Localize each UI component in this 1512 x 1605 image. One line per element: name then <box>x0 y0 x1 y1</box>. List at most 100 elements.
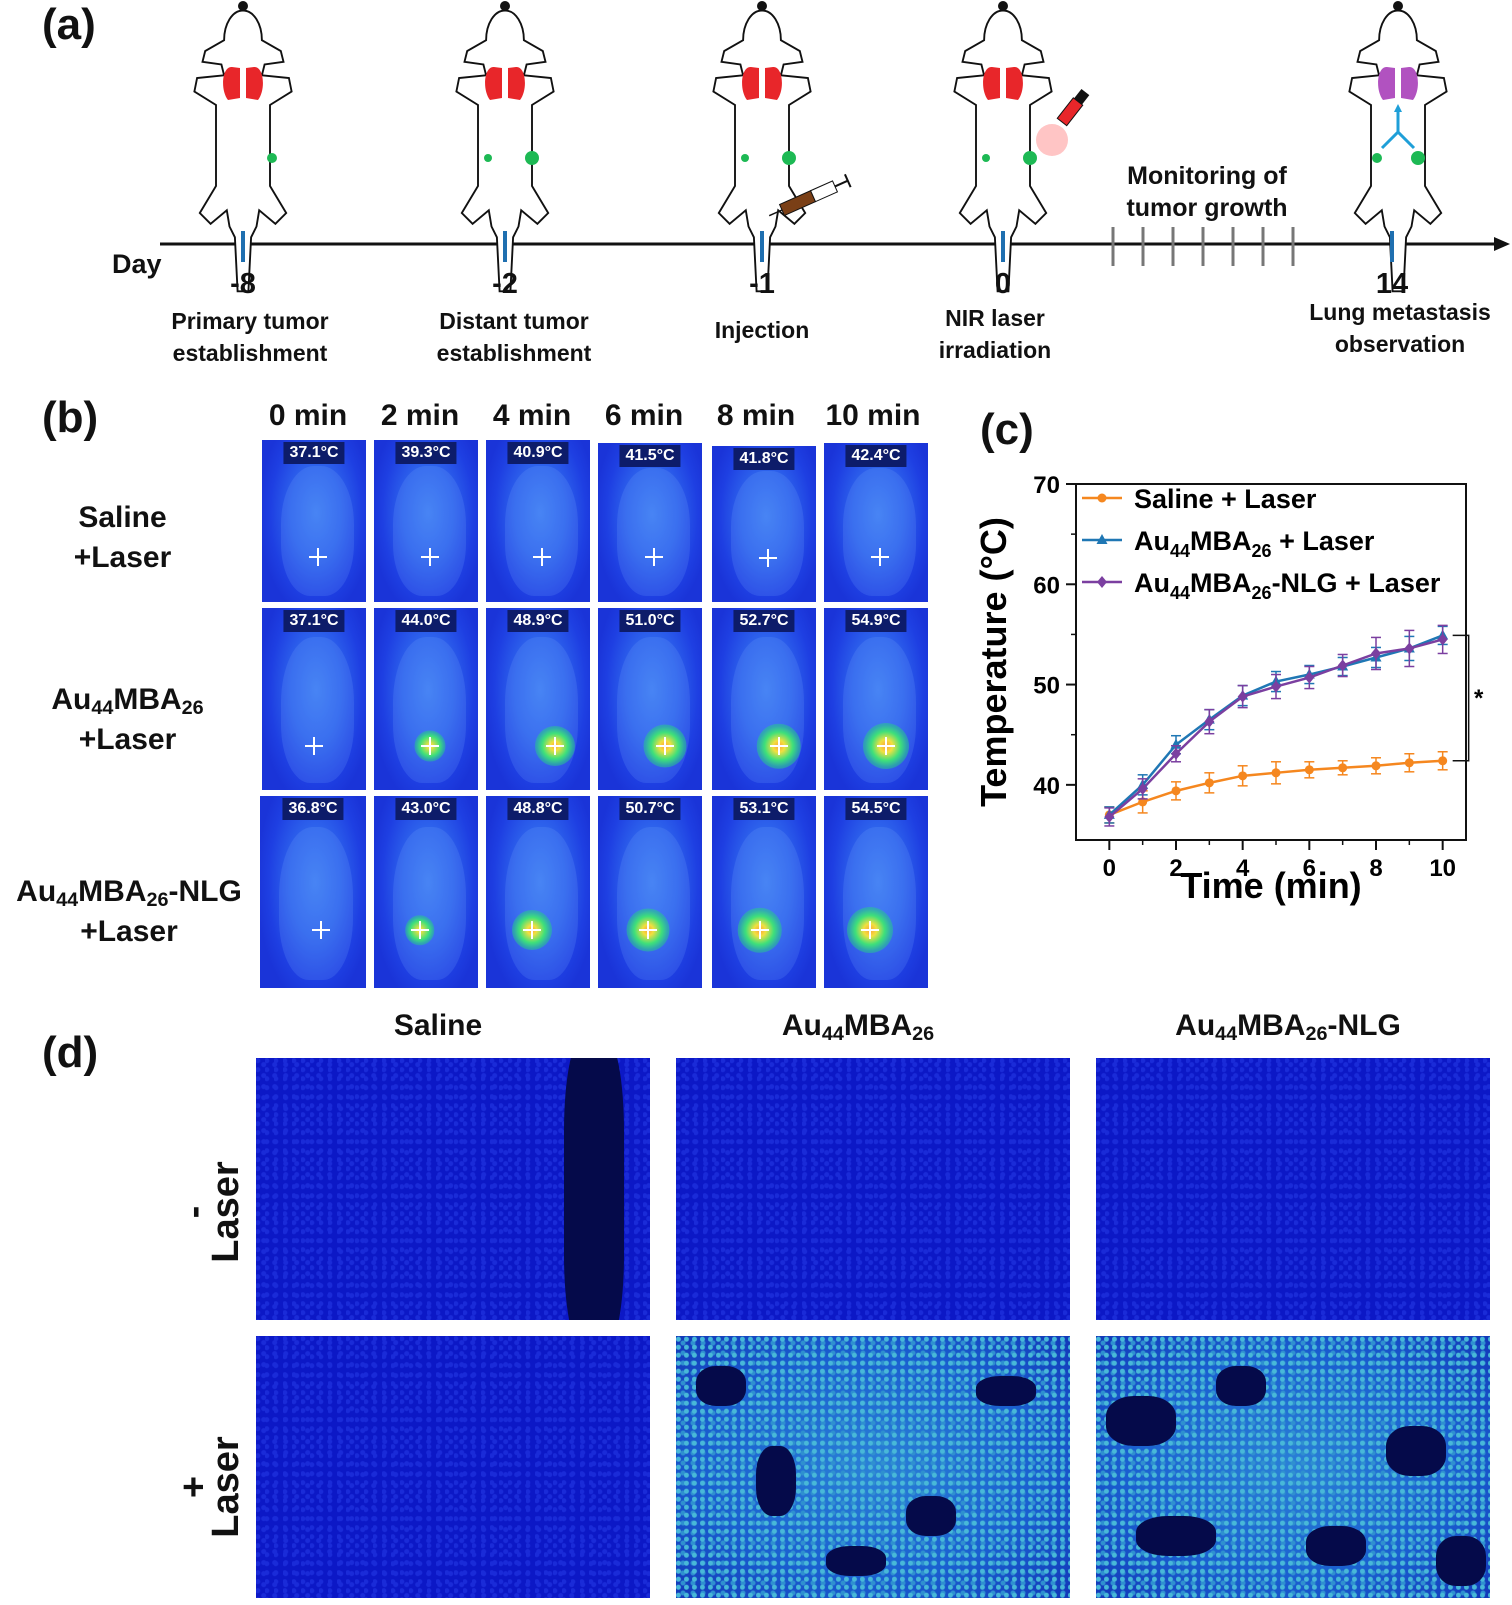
histology-image-au44mba26-nlg-minus-laser <box>1096 1058 1490 1320</box>
data-point <box>1304 765 1314 775</box>
thermal-image: 41.8°C <box>712 446 816 602</box>
column-label-au44mba26: Au44MBA26 <box>781 1009 935 1045</box>
day-14: 14 <box>1375 268 1409 300</box>
timeline-arrowhead <box>1494 237 1510 251</box>
time-header-4: 4 min <box>492 399 572 432</box>
data-point <box>1271 680 1281 693</box>
thermal-image: 43.0°C <box>374 796 478 988</box>
x-tick-label: 2 <box>1169 855 1182 882</box>
row-label-au44mba26: Au44MBA26 +Laser <box>51 683 204 756</box>
mouse-day-minus1 <box>712 0 852 293</box>
significance-bracket <box>1452 634 1470 762</box>
primary-tumor <box>267 153 277 163</box>
syringe-icon <box>768 173 852 217</box>
thermal-image: 37.1°C <box>262 608 366 790</box>
data-point <box>1097 576 1107 588</box>
histology-image-au44mba26-minus-laser <box>676 1058 1070 1320</box>
thermal-image: 48.8°C <box>486 796 590 988</box>
data-point <box>1271 768 1281 778</box>
metastasis-arrows-icon <box>1380 110 1416 150</box>
thermal-image: 44.0°C <box>374 608 478 790</box>
panel-b-letter: (b) <box>42 393 99 442</box>
series-2 <box>1104 624 1448 827</box>
histology-image-saline-minus-laser <box>256 1058 650 1320</box>
x-axis-title: Time (min) <box>1180 865 1361 906</box>
histology-image-au44mba26-nlg-plus-laser <box>1096 1336 1490 1598</box>
data-point <box>1338 763 1348 773</box>
event-label-primary-tumor: Primary tumor establishment <box>171 308 329 366</box>
time-header-8: 8 min <box>716 399 796 432</box>
row-label-minus-laser: - Laser <box>173 1161 247 1263</box>
data-point <box>1137 782 1148 795</box>
column-label-saline: Saline <box>393 1009 483 1042</box>
mouse-day-minus8 <box>193 0 293 293</box>
x-tick-label: 6 <box>1303 855 1316 882</box>
x-tick-label: 4 <box>1236 855 1250 882</box>
monitoring-ticks <box>1111 227 1295 266</box>
y-tick-label: 60 <box>1033 572 1060 599</box>
thermal-image: 53.1°C <box>712 796 816 988</box>
series-line <box>1108 638 1443 818</box>
metastatic-lung <box>1378 66 1418 100</box>
timeline-figure <box>160 0 1510 293</box>
data-point <box>1371 647 1381 660</box>
data-point <box>1097 493 1107 503</box>
row-label-saline: Saline +Laser <box>73 501 172 574</box>
row-label-au44mba26-nlg: Au44MBA26-NLG +Laser <box>16 875 242 948</box>
data-point <box>1238 771 1248 781</box>
panel-d-letter: (d) <box>42 1028 99 1077</box>
mouse-day-minus2 <box>455 0 555 293</box>
data-point <box>1104 810 1115 823</box>
mouse-day-0 <box>953 0 1090 293</box>
data-point <box>1138 797 1148 807</box>
x-tick-label: 0 <box>1103 855 1116 882</box>
legend-entry: Au44MBA26-NLG + Laser <box>1082 568 1441 603</box>
y-tick-label: 40 <box>1033 773 1060 800</box>
legend-label: Au44MBA26 + Laser <box>1134 526 1375 561</box>
thermal-image: 50.7°C <box>598 796 702 988</box>
data-point <box>1204 715 1215 728</box>
day-minus8: -8 <box>230 268 256 300</box>
legend-label: Saline + Laser <box>1134 484 1317 514</box>
time-header-0: 0 min <box>268 399 348 432</box>
data-point <box>1404 758 1414 768</box>
data-point <box>1237 690 1248 703</box>
day-minus1: -1 <box>749 268 775 300</box>
time-header-6: 6 min <box>604 399 684 432</box>
data-point <box>1204 778 1214 788</box>
x-tick-label: 8 <box>1369 855 1382 882</box>
series-0 <box>1104 751 1448 824</box>
thermal-image: 39.3°C <box>374 440 478 602</box>
y-axis-title: Temperature (°C) <box>973 517 1014 807</box>
healthy-lung <box>223 66 263 100</box>
thermal-image: 42.4°C <box>824 443 928 602</box>
data-point <box>1404 642 1415 655</box>
x-tick-label: 10 <box>1429 855 1456 882</box>
thermal-image: 51.0°C <box>598 608 702 790</box>
row-label-plus-laser: + Laser <box>173 1436 247 1538</box>
data-point <box>1438 756 1448 766</box>
y-tick-label: 50 <box>1033 673 1060 700</box>
timeline-day-ticks <box>241 231 1394 262</box>
event-label-distant-tumor: Distant tumor establishment <box>436 308 592 366</box>
data-point <box>1371 761 1381 771</box>
thermal-image: 41.5°C <box>598 443 702 602</box>
laser-icon <box>1056 88 1090 127</box>
plot-frame <box>1075 483 1467 841</box>
series-1 <box>1103 625 1449 824</box>
time-header-2: 2 min <box>380 399 460 432</box>
day-0: 0 <box>994 268 1012 300</box>
significance-star: * <box>1474 685 1484 712</box>
data-point <box>1171 747 1181 760</box>
data-point <box>1171 786 1181 796</box>
event-label-lung-metastasis: Lung metastasis observation <box>1309 299 1491 357</box>
monitoring-label: Monitoring of tumor growth <box>1126 162 1288 222</box>
histology-image-au44mba26-plus-laser <box>676 1336 1070 1598</box>
day-axis-label: Day <box>112 249 162 279</box>
thermal-image: 54.5°C <box>824 796 928 988</box>
thermal-image: 40.9°C <box>486 440 590 602</box>
panel-a-letter: (a) <box>42 0 96 49</box>
thermal-image: 36.8°C <box>260 796 366 988</box>
column-label-au44mba26-nlg: Au44MBA26-NLG <box>1175 1009 1401 1045</box>
thermal-image: 37.1°C <box>262 440 366 602</box>
